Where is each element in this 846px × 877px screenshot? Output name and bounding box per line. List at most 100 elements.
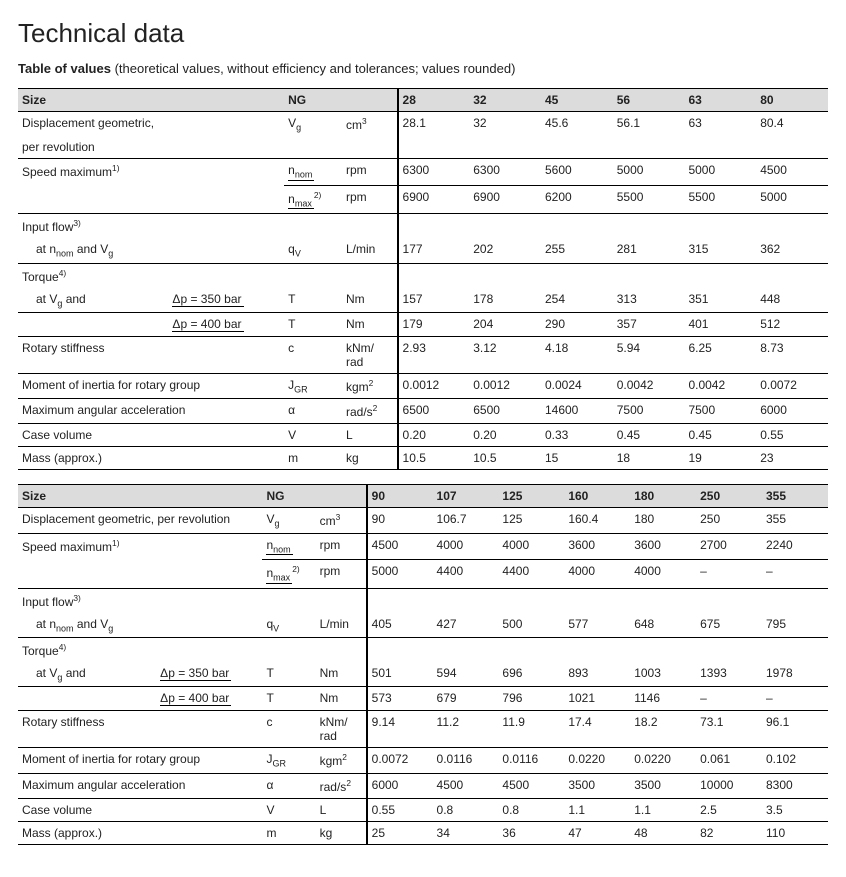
cell [433,637,499,662]
cell [541,214,613,239]
cell [541,263,613,288]
col-header: 107 [433,485,499,508]
cell [469,263,541,288]
row-label: Input flow3) [18,588,262,613]
cell: 4000 [433,533,499,559]
cell: 125 [498,508,564,533]
cell: 4000 [630,560,696,588]
col-header: 45 [541,89,613,112]
cell: 0.061 [696,748,762,773]
cell: 675 [696,613,762,638]
cell [696,588,762,613]
cell: 4000 [564,560,630,588]
cell: 2.93 [398,336,470,373]
cell: 179 [398,312,470,336]
row-label: Moment of inertia for rotary group [18,748,262,773]
cell: 10000 [696,773,762,798]
cell: 573 [367,687,433,711]
row-label: Torque4) [18,637,262,662]
cell: 6900 [398,185,470,213]
row-label: Displacement geometric, per revolution [18,508,262,533]
cell: 0.102 [762,748,828,773]
row-label: Input flow3) [18,214,284,239]
col-header: 56 [613,89,685,112]
cell [469,136,541,159]
cell: 10.5 [398,447,470,470]
cell: 177 [398,238,470,263]
cell: 2240 [762,533,828,559]
cell: 5000 [684,159,756,185]
cell [756,214,828,239]
cell: 594 [433,662,499,687]
cell: 577 [564,613,630,638]
col-header: 355 [762,485,828,508]
cell: 34 [433,821,499,844]
cell: 36 [498,821,564,844]
col-header: 80 [756,89,828,112]
cell: 255 [541,238,613,263]
cell: 63 [684,112,756,137]
row-label: Moment of inertia for rotary group [18,373,284,398]
cell: – [696,560,762,588]
cell: 160.4 [564,508,630,533]
cell: 1.1 [564,798,630,821]
cell: 357 [613,312,685,336]
subtitle-note: (theoretical values, without efficiency … [111,61,515,76]
cell: 1393 [696,662,762,687]
cell: 0.0220 [630,748,696,773]
cell [613,214,685,239]
cell: 4.18 [541,336,613,373]
cell: 362 [756,238,828,263]
cell: 0.0072 [367,748,433,773]
cell: 0.0116 [498,748,564,773]
cell: 96.1 [762,711,828,748]
row-label: Rotary stiffness [18,336,284,373]
cell: 6000 [756,399,828,424]
cell [756,136,828,159]
col-header: 32 [469,89,541,112]
cell: 6300 [469,159,541,185]
cell: 427 [433,613,499,638]
cell [696,637,762,662]
cell: 1003 [630,662,696,687]
cell: 6500 [469,399,541,424]
row-label: Maximum angular acceleration [18,399,284,424]
cell: 448 [756,288,828,313]
cell [564,588,630,613]
cell: 48 [630,821,696,844]
cell: 7500 [613,399,685,424]
cell: 47 [564,821,630,844]
cell: 401 [684,312,756,336]
cell: 4400 [498,560,564,588]
cell: 0.8 [433,798,499,821]
cell: 11.9 [498,711,564,748]
cell [498,637,564,662]
cell: 10.5 [469,447,541,470]
cell: 0.55 [367,798,433,821]
cell: 3500 [630,773,696,798]
values-table-1: SizeNG283245566380Displacement geometric… [18,88,828,470]
row-label: at Vg and [18,288,168,313]
cell: 0.8 [498,798,564,821]
cell: 0.0042 [613,373,685,398]
cell: 501 [367,662,433,687]
cell: 315 [684,238,756,263]
cell: 7500 [684,399,756,424]
cell: 512 [756,312,828,336]
cell: 0.20 [398,424,470,447]
cell: 178 [469,288,541,313]
cell: 6200 [541,185,613,213]
cell [684,136,756,159]
cell: 180 [630,508,696,533]
cell [469,214,541,239]
row-label: Case volume [18,424,284,447]
cell: 3.5 [762,798,828,821]
cell: 14600 [541,399,613,424]
cell: 405 [367,613,433,638]
row-label: Speed maximum1) [18,159,284,214]
cell: 0.45 [613,424,685,447]
cell: 19 [684,447,756,470]
cell: 0.0042 [684,373,756,398]
cell [541,136,613,159]
cell: 696 [498,662,564,687]
